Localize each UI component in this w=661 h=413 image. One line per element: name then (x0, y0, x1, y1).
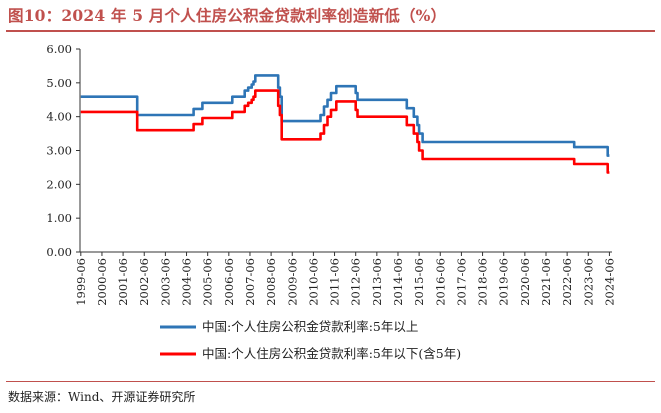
x-tick-label: 2000-06 (95, 258, 109, 306)
x-tick-label: 2019-06 (497, 258, 511, 306)
title-divider (6, 30, 655, 32)
x-tick-label: 2002-06 (137, 258, 151, 306)
y-tick-label: 1.00 (46, 211, 72, 225)
y-tick-label: 2.00 (46, 177, 72, 191)
x-tick-label: 2007-06 (243, 258, 257, 306)
x-tick-label: 2004-06 (180, 258, 194, 306)
x-tick-label: 2022-06 (560, 258, 574, 306)
x-tick-label: 2008-06 (264, 258, 278, 306)
legend: 中国:个人住房公积金贷款利率:5年以上中国:个人住房公积金贷款利率:5年以下(含… (160, 319, 461, 361)
x-tick-label: 2001-06 (116, 258, 130, 306)
y-tick-label: 5.00 (46, 76, 72, 90)
y-tick-label: 6.00 (46, 42, 72, 56)
x-tick-label: 2006-06 (222, 258, 236, 306)
series-line-0 (80, 74, 610, 157)
chart-title: 图10：2024 年 5 月个人住房公积金贷款利率创造新低（%） (8, 6, 447, 25)
x-tick-label: 2011-06 (328, 258, 342, 306)
x-tick-label: 2010-06 (306, 258, 320, 306)
y-tick-label: 0.00 (46, 245, 72, 259)
x-tick-label: 2018-06 (476, 258, 490, 306)
legend-label-1: 中国:个人住房公积金贷款利率:5年以下(含5年) (202, 346, 461, 361)
x-tick-label: 2023-06 (581, 258, 595, 306)
y-tick-label: 4.00 (46, 110, 72, 124)
x-tick-label: 2016-06 (433, 258, 447, 306)
x-tick-label: 2005-06 (201, 258, 215, 306)
legend-label-0: 中国:个人住房公积金贷款利率:5年以上 (202, 319, 418, 334)
source-note: 数据来源：Wind、开源证券研究所 (8, 390, 196, 404)
x-tick-label: 2013-06 (370, 258, 384, 306)
x-tick-label: 2021-06 (539, 258, 553, 306)
x-tick-label: 1999-06 (74, 258, 88, 306)
x-tick-label: 2012-06 (349, 258, 363, 306)
x-tick-label: 2024-06 (602, 258, 616, 306)
x-tick-label: 2009-06 (285, 258, 299, 306)
series-layer (80, 74, 610, 174)
x-tick-label: 2014-06 (391, 258, 405, 306)
y-tick-label: 3.00 (46, 144, 72, 158)
x-tick-label: 2017-06 (454, 258, 468, 306)
series-line-1 (80, 89, 610, 174)
source-divider (6, 381, 655, 382)
x-tick-label: 2015-06 (412, 258, 426, 306)
axes: 0.00 1.00 2.00 3.00 4.00 5.00 6.00 1999-06 2000-… (46, 42, 616, 306)
x-tick-label: 2020-06 (518, 258, 532, 306)
x-tick-label: 2003-06 (158, 258, 172, 306)
